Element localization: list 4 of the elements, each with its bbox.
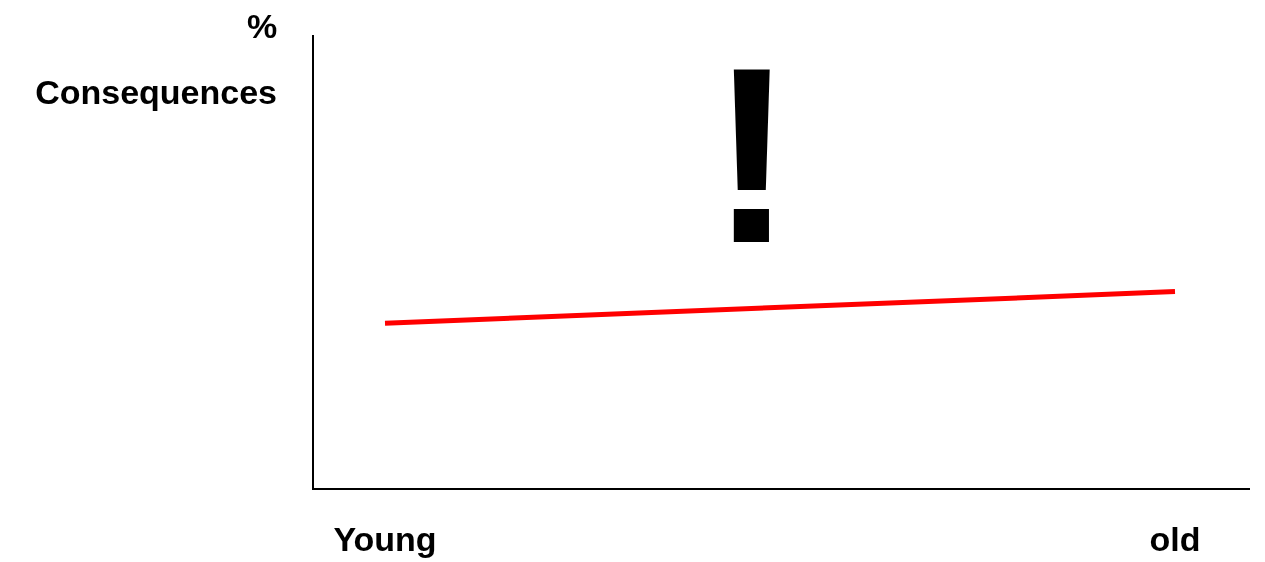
text: % Consequences [35, 7, 278, 111]
x-tick-label: old [1149, 520, 1201, 558]
annotation: ! [710, 16, 794, 295]
x-tick-label: Young [333, 520, 437, 558]
